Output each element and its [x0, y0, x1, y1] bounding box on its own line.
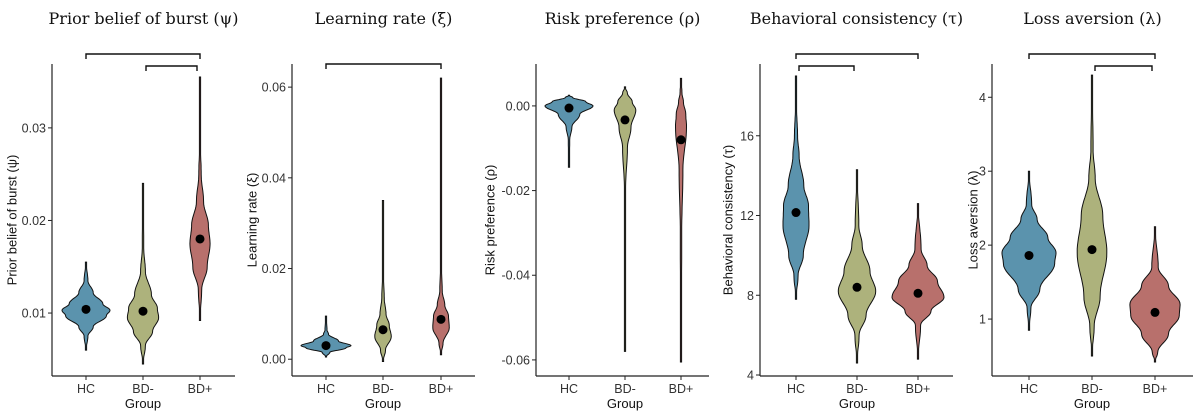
significance-bracket: [798, 65, 855, 71]
y-tick-label: -0.02: [502, 184, 531, 198]
x-tick-label: BD-: [1081, 382, 1103, 396]
y-tick-label: 4: [979, 91, 986, 105]
x-axis-title: Group: [607, 396, 643, 411]
violin-bdminus: [613, 86, 637, 352]
mean-dot: [378, 325, 388, 335]
mean-dot: [852, 282, 862, 292]
y-tick-label: 0.03: [22, 121, 46, 135]
violin-bdminus: [1076, 74, 1108, 357]
x-tick-label: BD+: [1143, 382, 1168, 396]
y-tick-label: 0.06: [262, 81, 286, 95]
y-axis-title: Prior belief of burst (ψ): [5, 155, 20, 286]
y-tick-label: 0.01: [22, 307, 46, 321]
x-tick-label: BD+: [429, 382, 454, 396]
violin-bdplus: [1129, 226, 1181, 363]
mean-dot: [1024, 250, 1034, 260]
mean-dot: [138, 306, 148, 316]
y-tick-label: 0.02: [262, 262, 286, 276]
mean-dot: [913, 288, 923, 298]
mean-dot: [564, 103, 574, 113]
y-tick-label: 2: [979, 239, 986, 253]
significance-bracket: [325, 63, 442, 69]
panel-1: Prior belief of burst (ψ) 0.01 0.02 0.03 HC B…: [5, 9, 239, 411]
mean-dot: [791, 208, 801, 218]
violin-bdminus: [837, 169, 877, 364]
mean-dot: [1150, 307, 1160, 317]
significance-bracket: [145, 65, 198, 71]
violin-hc: [782, 75, 810, 300]
y-tick-label: 0.02: [22, 214, 46, 228]
y-axis-title: Loss aversion (λ): [966, 171, 981, 270]
panel-title: Prior belief of burst (ψ): [49, 9, 239, 28]
y-tick-label: 3: [979, 165, 986, 179]
y-axis-title: Behavioral consistency (τ): [721, 145, 736, 295]
x-tick-label: BD+: [906, 382, 931, 396]
y-axis-title: Learning rate (ξ): [245, 173, 260, 268]
y-axis-title: Risk preference (ρ): [483, 165, 498, 276]
mean-dot: [676, 135, 686, 145]
y-tick-label: 8: [747, 289, 754, 303]
x-tick-label: BD-: [846, 382, 868, 396]
mean-dot: [436, 314, 446, 324]
y-tick-label: 0.00: [506, 99, 530, 113]
x-tick-label: HC: [560, 382, 578, 396]
x-axis-title: Group: [1074, 396, 1110, 411]
violin-bdplus: [189, 76, 211, 321]
x-tick-label: BD-: [614, 382, 636, 396]
panel-title: Learning rate (ξ): [315, 9, 453, 28]
x-tick-label: HC: [1020, 382, 1038, 396]
x-tick-label: BD-: [372, 382, 394, 396]
violin-hc: [1001, 170, 1057, 331]
violin-hc: [544, 94, 594, 168]
y-tick-label: 0.04: [262, 171, 286, 185]
mean-dot: [81, 304, 91, 314]
x-tick-label: BD-: [132, 382, 154, 396]
mean-dot: [1087, 245, 1097, 255]
x-tick-label: HC: [317, 382, 335, 396]
x-axis-title: Group: [365, 396, 401, 411]
violin-bdplus: [432, 77, 450, 356]
significance-bracket: [85, 53, 201, 59]
significance-bracket: [795, 53, 919, 59]
violin-bdplus: [891, 203, 945, 360]
y-tick-label: 12: [740, 209, 754, 223]
violin-bdminus: [126, 182, 160, 365]
panel-4: Behavioral consistency (τ) 4 8 12 16 HC BD- BD+…: [721, 9, 964, 411]
panel-title: Behavioral consistency (τ): [750, 9, 963, 28]
significance-bracket: [1094, 65, 1153, 71]
x-tick-label: HC: [77, 382, 95, 396]
y-tick-label: -0.06: [502, 353, 531, 367]
panel-5: Loss aversion (λ) 1 2 3 4 HC BD- BD+ Group Loss a…: [966, 9, 1193, 411]
violin-bdplus: [675, 77, 687, 363]
violin-hc: [300, 315, 352, 358]
violin-bdminus: [374, 200, 392, 362]
panel-3: Risk preference (ρ) 0.00 -0.02 -0.04 -0.06 HC…: [483, 9, 709, 411]
panel-2: Learning rate (ξ) 0.00 0.02 0.04 0.06 HC BD- BD…: [245, 9, 475, 411]
panel-title: Risk preference (ρ): [545, 9, 701, 28]
panel-title: Loss aversion (λ): [1023, 9, 1161, 28]
mean-dot: [195, 234, 205, 244]
x-tick-label: HC: [787, 382, 805, 396]
x-axis-title: Group: [125, 396, 161, 411]
mean-dot: [620, 115, 630, 125]
y-tick-label: 16: [740, 129, 754, 143]
x-axis-title: Group: [839, 396, 875, 411]
y-tick-label: 1: [979, 313, 986, 327]
x-tick-label: BD+: [669, 382, 694, 396]
x-tick-label: BD+: [188, 382, 213, 396]
y-tick-label: 0.00: [262, 353, 286, 367]
mean-dot: [321, 341, 331, 351]
significance-bracket: [1028, 53, 1156, 59]
y-tick-label: 4: [747, 369, 754, 383]
y-tick-label: -0.04: [502, 269, 531, 283]
